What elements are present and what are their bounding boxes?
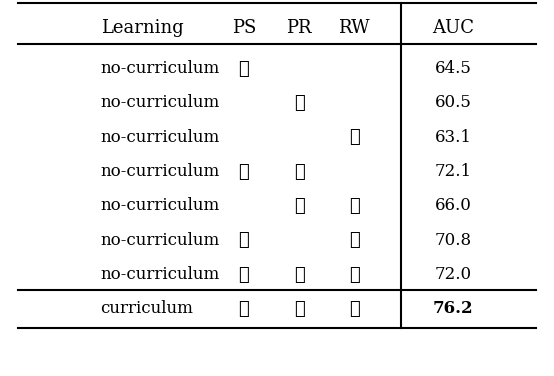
- Text: 70.8: 70.8: [435, 232, 472, 249]
- Text: PS: PS: [232, 18, 256, 36]
- Text: no-curriculum: no-curriculum: [101, 232, 220, 249]
- Text: no-curriculum: no-curriculum: [101, 94, 220, 111]
- Text: ✓: ✓: [349, 128, 360, 146]
- Text: RW: RW: [338, 18, 370, 36]
- Text: ✓: ✓: [239, 300, 249, 318]
- Text: PR: PR: [286, 18, 312, 36]
- Text: ✓: ✓: [349, 197, 360, 215]
- Text: ✓: ✓: [294, 265, 305, 284]
- Text: ✓: ✓: [294, 300, 305, 318]
- Text: 64.5: 64.5: [435, 60, 472, 77]
- Text: 72.0: 72.0: [435, 266, 472, 283]
- Text: no-curriculum: no-curriculum: [101, 197, 220, 214]
- Text: ✓: ✓: [294, 197, 305, 215]
- Text: ✓: ✓: [239, 162, 249, 180]
- Text: 76.2: 76.2: [433, 300, 474, 317]
- Text: 66.0: 66.0: [435, 197, 472, 214]
- Text: 60.5: 60.5: [435, 94, 472, 111]
- Text: ✓: ✓: [349, 300, 360, 318]
- Text: no-curriculum: no-curriculum: [101, 129, 220, 146]
- Text: Learning: Learning: [101, 18, 183, 36]
- Text: no-curriculum: no-curriculum: [101, 163, 220, 180]
- Text: ✓: ✓: [294, 162, 305, 180]
- Text: no-curriculum: no-curriculum: [101, 60, 220, 77]
- Text: ✓: ✓: [239, 59, 249, 77]
- Text: ✓: ✓: [239, 265, 249, 284]
- Text: ✓: ✓: [239, 231, 249, 249]
- Text: ✓: ✓: [349, 265, 360, 284]
- Text: no-curriculum: no-curriculum: [101, 266, 220, 283]
- Text: 72.1: 72.1: [435, 163, 472, 180]
- Text: ✓: ✓: [349, 231, 360, 249]
- Text: ✓: ✓: [294, 94, 305, 112]
- Text: 63.1: 63.1: [435, 129, 472, 146]
- Text: curriculum: curriculum: [101, 300, 193, 317]
- Text: AUC: AUC: [432, 18, 474, 36]
